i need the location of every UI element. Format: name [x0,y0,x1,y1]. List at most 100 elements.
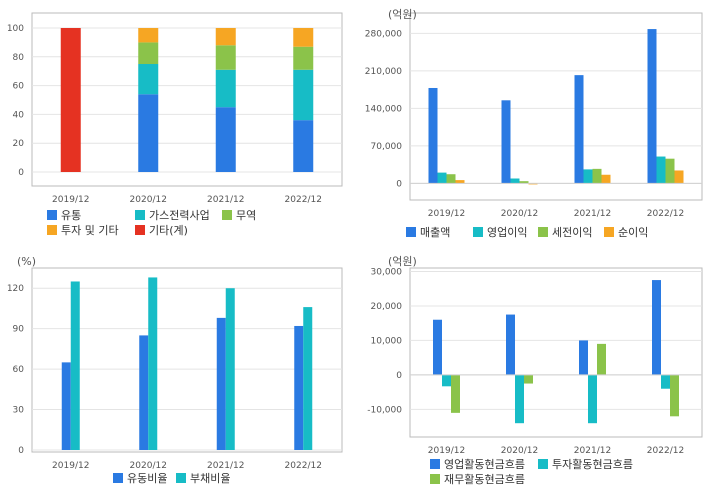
legend-item: 부채비율 [176,472,230,485]
legend-label: 투자활동현금흐름 [552,457,633,471]
bar [592,168,602,184]
legend-swatch [406,227,416,237]
bar [294,325,304,450]
legend-item: 영업이익 [473,226,527,239]
chart-4: -10,000 0 10,000 20,000 30,000 2019/12 2020/12… [367,255,703,486]
bar [138,28,159,43]
y-tick-label: 100 [7,24,24,34]
bar [506,314,515,375]
legend-label: 영업이익 [487,226,527,239]
legend-label: 재무활동현금흐름 [444,472,525,486]
bar [446,174,456,184]
y-tick-label: 210,000 [365,67,402,77]
bar [670,374,679,417]
y-tick-label: 10,000 [371,336,403,346]
y-tick-label: 90 [13,325,25,335]
bar [528,183,538,185]
x-tick-label: 2022/12 [285,461,322,471]
plot-frame [31,12,343,187]
bar [428,87,438,184]
bar [293,46,314,70]
bar [588,374,597,424]
x-tick-label: 2019/12 [52,195,89,205]
legend-item: 기타(계) [135,224,188,237]
legend-label: 세전이익 [552,226,592,239]
x-tick-label: 2022/12 [285,195,322,205]
plot-frame [409,267,703,438]
y-tick-label: 20,000 [371,302,403,312]
chart-2: 0 70,000 140,000 210,000 280,000 2019/12 2020/… [365,8,703,239]
legend-swatch [538,227,548,237]
bar [519,181,529,184]
legend-swatch [176,473,186,483]
legend-item: 재무활동현금흐름 [430,472,525,486]
y-tick-label: 80 [13,53,25,63]
bar [510,178,520,184]
bar [656,156,666,184]
bar [652,280,661,375]
bar [138,42,159,64]
bar [303,307,313,450]
bar [583,169,593,184]
bar [215,45,236,70]
legend-item: 무역 [222,209,256,222]
chart-3: 0 30 60 90 120 2019/12 2020/12 2021/12 2022/12 (%… [7,255,343,485]
bar [148,277,158,450]
x-tick-label: 2020/12 [130,195,167,205]
legend-label: 투자 및 기타 [61,224,119,237]
bar [216,317,226,450]
legend-swatch [222,210,232,220]
legend-item: 가스전력사업 [135,209,210,222]
legend-item: 투자활동현금흐름 [538,457,633,471]
bar [515,374,524,424]
legend-label: 부채비율 [190,472,230,485]
legend-item: 순이익 [604,226,648,239]
bar [293,28,314,47]
y-tick-label: 30,000 [371,267,403,277]
chart-1: 0 20 40 60 80 100 2019/12 2020/12 2021/12 2022/12… [7,12,343,237]
bar [451,374,460,413]
x-tick-label: 2021/12 [574,446,611,456]
y-tick-label: 60 [13,365,25,375]
legend-swatch [473,227,483,237]
x-tick-label: 2021/12 [207,195,244,205]
bar [455,180,465,184]
unit-label: (%) [17,255,36,268]
legend-swatch [47,225,57,235]
y-tick-label: -10,000 [367,405,402,415]
bar [293,69,314,121]
bar [60,28,81,172]
x-tick-label: 2021/12 [574,209,611,219]
legend-label: 무역 [236,209,256,222]
legend-swatch [430,459,440,469]
legend-label: 유통 [61,209,81,222]
legend-item: 영업활동현금흐름 [430,457,525,471]
bar [597,343,606,375]
x-tick-label: 2021/12 [207,461,244,471]
bar [574,75,584,184]
legend-item: 투자 및 기타 [47,224,119,237]
legend-label: 순이익 [618,226,648,239]
legend-label: 가스전력사업 [149,209,210,222]
bar [293,120,314,172]
y-tick-label: 120 [7,284,24,294]
bar [61,362,71,450]
y-tick-label: 0 [396,371,402,381]
y-tick-label: 280,000 [365,29,402,39]
x-tick-label: 2022/12 [647,446,684,456]
plot-frame [31,267,343,453]
bar [601,174,611,184]
bar [524,374,533,384]
y-tick-label: 140,000 [365,104,402,114]
x-tick-label: 2020/12 [130,461,167,471]
bar [579,340,588,375]
bar [665,158,675,184]
bar [215,28,236,46]
legend-item: 유동비율 [113,472,167,485]
plot-frame [409,12,703,201]
bar [225,288,235,450]
legend-swatch [538,459,548,469]
y-tick-label: 20 [13,139,25,149]
bar [674,170,684,184]
